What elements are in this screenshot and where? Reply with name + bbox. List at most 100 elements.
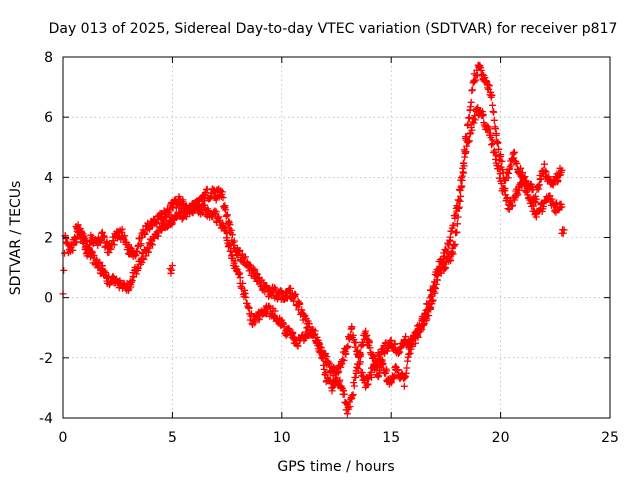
data-point [455,196,463,204]
data-point [398,343,406,351]
data-point [490,116,498,124]
data-point [293,341,301,349]
x-tick-label: 5 [168,430,177,446]
data-point [559,229,567,237]
data-point [223,229,231,237]
data-point [366,344,374,352]
data-point [489,140,497,147]
data-point [296,300,304,308]
data-point [319,355,327,363]
data-point [554,177,562,185]
data-point [521,187,529,195]
x-tick-label: 15 [382,430,400,446]
y-tick-label: 0 [44,291,53,307]
data-point [331,377,339,385]
data-point [456,187,464,194]
data-point [305,320,313,328]
data-point [489,101,496,109]
data-point [527,195,535,203]
data-point [343,410,351,418]
data-point [402,333,410,340]
data-point [121,232,129,240]
x-tick-label: 10 [273,430,291,446]
data-point [250,265,258,273]
data-point [323,353,331,360]
data-point [270,284,278,291]
data-point [425,300,433,308]
data-point [356,358,364,366]
data-point [540,160,548,168]
data-point [440,252,448,260]
data-point [509,201,517,209]
data-point [212,196,220,204]
data-point [421,313,429,321]
data-point [74,221,82,229]
data-point [465,137,473,145]
data-point [348,323,356,331]
data-point [558,203,566,211]
data-point [72,238,80,246]
data-point [468,87,476,95]
data-point [245,304,253,312]
data-point [246,316,254,324]
data-point [470,119,478,127]
data-point [403,364,411,372]
data-point [446,237,454,245]
tick-labels: 0 5 10 15 20 25 -4 -2 0 2 4 6 8 [39,50,619,446]
data-point [343,344,351,351]
data-point [417,323,425,330]
data-point [118,225,126,233]
data-point [133,247,140,255]
data-point [69,246,77,254]
data-point [144,224,152,232]
data-point [145,248,152,256]
data-point [131,252,139,260]
data-point [358,369,366,376]
data-point [494,139,502,147]
data-point [168,262,176,269]
data-point [168,266,176,274]
data-point [328,387,336,395]
data-point [271,307,279,315]
data-point [315,339,323,347]
y-tick-label: 4 [44,170,53,186]
data-point [377,356,385,363]
data-point [370,353,378,361]
data-point [317,348,325,356]
data-point [236,246,244,254]
data-point [451,240,459,248]
data-point [230,237,238,245]
data-point [348,392,356,400]
y-tick-label: 8 [44,50,53,66]
data-point [359,340,367,348]
data-point [383,367,391,375]
data-point [354,351,362,359]
data-point [462,148,470,156]
data-point [127,283,135,291]
data-point [132,270,140,278]
data-point [551,207,559,215]
data-point [334,369,342,377]
data-point [128,277,136,285]
data-point [140,230,148,237]
data-point [292,291,300,298]
data-point [142,252,150,260]
data-point [479,112,487,119]
data-point [247,261,254,269]
data-point [460,162,468,170]
data-point [167,269,175,277]
data-point [495,145,503,153]
data-point [344,342,352,350]
data-point [101,243,109,251]
data-point [154,232,162,240]
data-point [396,348,404,356]
data-point [495,165,503,173]
data-point [523,182,531,190]
data-point [423,306,431,314]
data-point [560,226,568,234]
data-point [339,356,347,364]
data-point [391,340,399,348]
data-point [346,403,354,411]
data-point [352,339,360,347]
data-point [219,194,227,202]
